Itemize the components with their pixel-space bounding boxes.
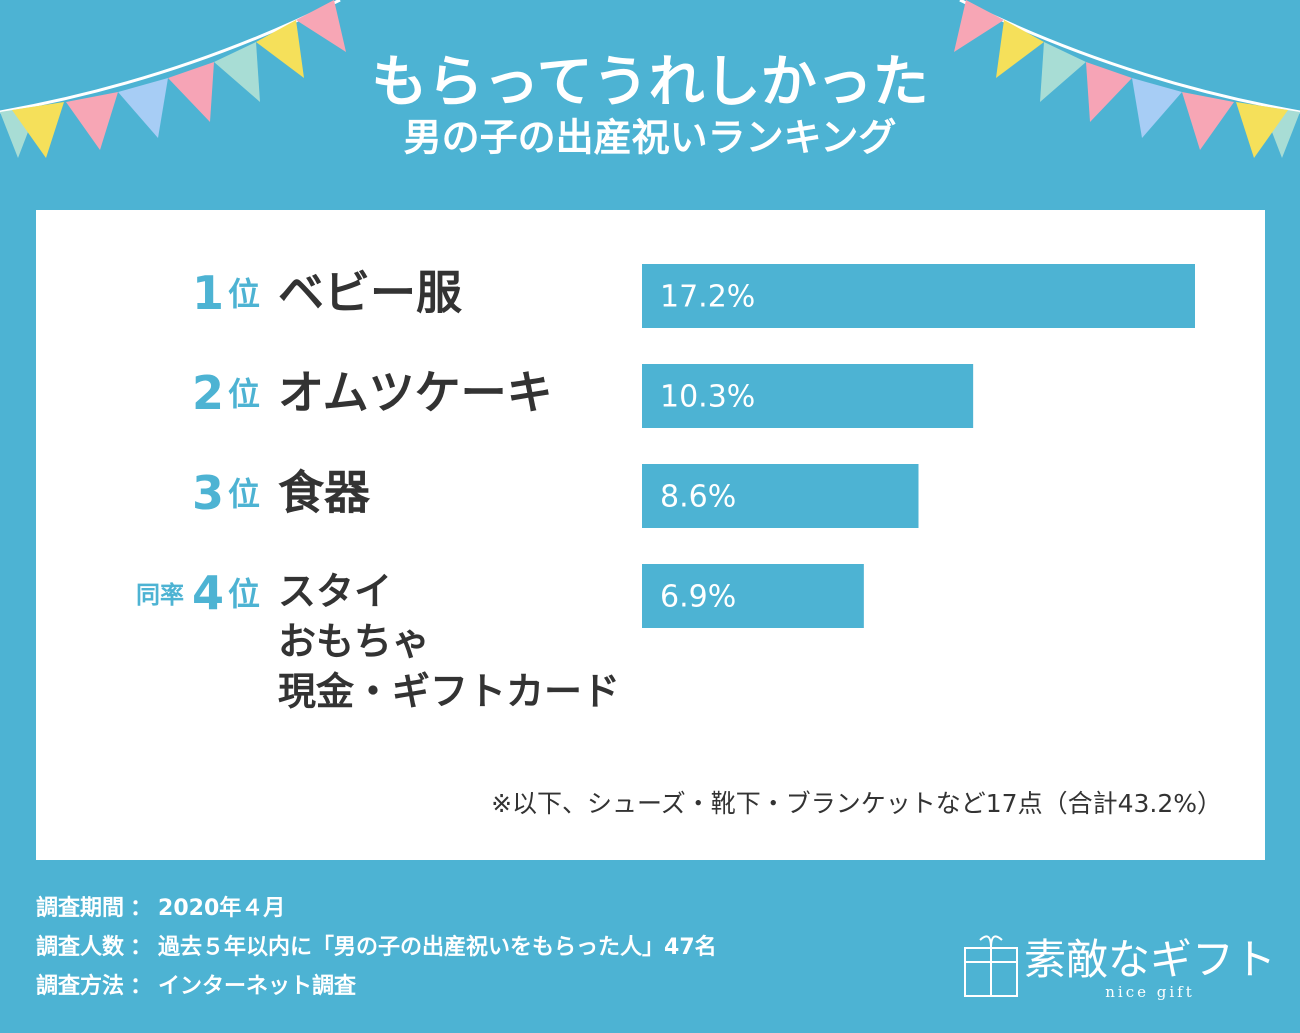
logo-name: 素敵なギフト: [1024, 935, 1276, 984]
survey-value: インターネット調査: [158, 973, 357, 999]
value-label: 8.6%: [660, 480, 736, 515]
bar: [642, 364, 974, 428]
survey-separator: ：: [130, 896, 152, 921]
value-label: 17.2%: [660, 280, 755, 315]
rank-prefix: 同率: [136, 581, 184, 609]
survey-separator: ：: [130, 935, 152, 960]
rank-number: 3: [192, 466, 224, 520]
rank-number: 4: [192, 566, 224, 620]
category-label: オムツケーキ: [278, 366, 553, 420]
logo-sub: nice gift: [1105, 983, 1194, 1001]
logo: [964, 935, 1018, 997]
value-label: 10.3%: [660, 380, 755, 415]
category-label: おもちゃ: [278, 620, 430, 664]
rank-suffix: 位: [228, 575, 260, 613]
survey-separator: ：: [130, 974, 152, 999]
survey-label: 調査期間: [36, 895, 124, 921]
survey-line: 調査方法：インターネット調査: [36, 973, 357, 999]
bunting-right: [954, 0, 1300, 158]
survey-line: 調査期間： 2020年４月: [36, 895, 285, 921]
note: ※以下、シューズ・靴下・ブランケットなど17点（合計43.2%）: [491, 789, 1222, 818]
bar: [642, 264, 1195, 328]
rank-suffix: 位: [228, 475, 260, 513]
rank-suffix: 位: [228, 375, 260, 413]
rank: 同率 4 位: [136, 566, 260, 620]
category-label: スタイ: [278, 570, 392, 614]
rank-number: 2: [192, 366, 224, 420]
category-label: 現金・ギフトカード: [278, 670, 620, 714]
chart-subtitle: 男の子の出産祝いランキング: [404, 116, 897, 160]
bar: [642, 564, 864, 628]
rank-suffix: 位: [228, 275, 260, 313]
chart-title: もらってうれしかった: [371, 50, 928, 115]
survey-value: 過去５年以内に「男の子の出産祝いをもらった人」47名: [158, 934, 717, 960]
value-label: 6.9%: [660, 580, 736, 615]
survey-label: 調査人数: [36, 934, 125, 960]
category-label: 食器: [278, 466, 371, 520]
rank-number: 1: [192, 266, 224, 320]
bunting-left: [0, 0, 346, 158]
survey-line: 調査人数：過去５年以内に「男の子の出産祝いをもらった人」47名: [36, 934, 717, 960]
survey-value: 2020年４月: [158, 895, 285, 921]
bar: [642, 464, 919, 528]
category-label: ベビー服: [278, 266, 462, 320]
survey-label: 調査方法: [36, 973, 124, 999]
